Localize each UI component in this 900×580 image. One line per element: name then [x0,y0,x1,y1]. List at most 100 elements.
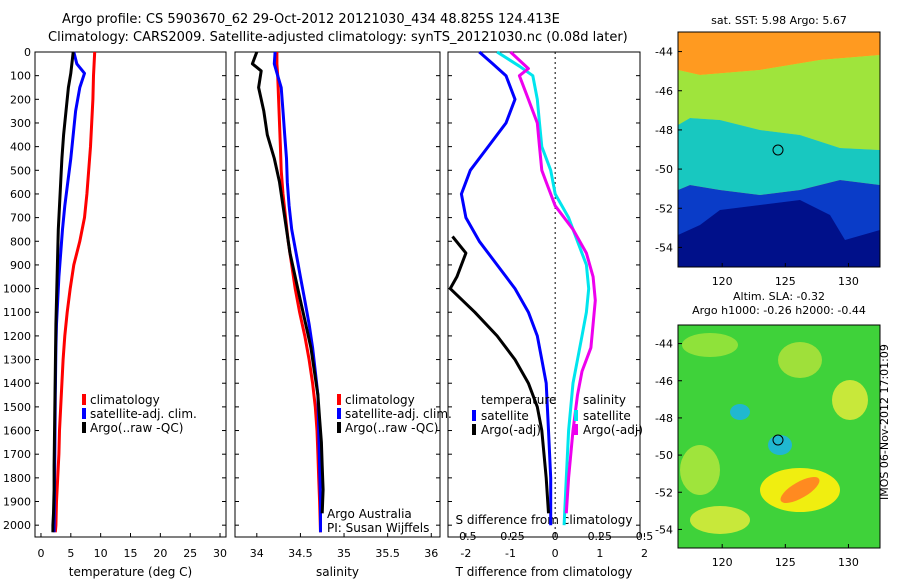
y-tick-label: 1600 [3,425,31,438]
legend-title-temperature: temperature [481,393,556,407]
y-tick-label: 2000 [3,519,31,532]
x-tick-label: 2 [641,547,648,560]
x-tick-label: 35 [337,547,351,560]
series-line-argo-adj- [509,50,597,514]
y-tick-label: 800 [10,235,31,248]
x-axis-label: T difference from climatology [455,565,633,579]
annotation-argo-australia: Argo Australia [327,507,412,521]
x-tick-label: 36 [424,547,438,560]
y-tick-label: 1100 [3,306,31,319]
x-tick-label: -2 [460,547,471,560]
series-line-argo-raw-qc- [51,51,75,533]
legend-label: satellite-adj. clim. [345,407,452,421]
map-y-tick-label: -54 [655,523,673,536]
y-tick-label: 1800 [3,472,31,485]
series-line-argo-adj- [448,235,550,514]
x-tick-label: 0 [37,547,44,560]
x-tick-label: 30 [213,547,227,560]
s-diff-tick-label: 0.5 [636,530,654,543]
legend-label: climatology [345,393,415,407]
legend-swatch [82,408,86,419]
sst-map-title: sat. SST: 5.98 Argo: 5.67 [711,14,847,27]
panel-3-frame [447,51,641,538]
y-tick-label: 1000 [3,283,31,296]
s-diff-tick-label: 0.25 [588,530,613,543]
series-line-climatology [275,52,322,533]
sst-front-region [678,118,880,195]
x-tick-label: 20 [153,547,167,560]
series-line-satellite [496,50,591,526]
x-tick-label: 15 [124,547,138,560]
legend-swatch [574,424,578,435]
y-tick-label: 400 [10,141,31,154]
map-x-tick-label: 130 [838,556,859,569]
y-tick-label: 700 [10,212,31,225]
chart-title-line1: Argo profile: CS 5903670_62 29-Oct-2012 … [62,12,560,27]
map-x-tick-label: 130 [838,275,859,288]
legend-label: Argo(-adj) [583,423,643,437]
map-y-tick-label: -48 [655,124,673,137]
map-y-tick-label: -50 [655,449,673,462]
y-tick-label: 500 [10,164,31,177]
map-y-tick-label: -44 [655,46,673,59]
sla-argo-location-marker [772,434,784,446]
legend-swatch [82,422,86,433]
map-y-tick-label: -44 [655,338,673,351]
legend-swatch [472,410,476,421]
legend-label: Argo(-adj) [481,423,541,437]
map-x-tick-label: 120 [712,556,733,569]
x-tick-label: 34 [250,547,264,560]
map-x-tick-label: 125 [775,556,796,569]
map-y-tick-label: -52 [655,486,673,499]
legend-swatch [337,394,341,405]
x-axis-label: salinity [316,565,359,579]
sla-map-title-line2: Argo h1000: -0.26 h2000: -0.44 [692,304,866,317]
y-tick-label: 200 [10,93,31,106]
s-diff-tick-label: 0 [552,530,559,543]
s-diff-tick-label: -0.5 [455,530,476,543]
sst-argo-location-marker [772,144,784,156]
y-tick-label: 1900 [3,496,31,509]
panel-2-frame [234,51,441,538]
sla-map-frame [677,324,881,549]
sla-map-title-line1: Altim. SLA: -0.32 [733,290,825,303]
x-tick-label: 35.5 [375,547,400,560]
y-tick-label: 900 [10,259,31,272]
map-y-tick-label: -46 [655,375,673,388]
x-axis-label: temperature (deg C) [69,565,192,579]
legend-swatch [574,410,578,421]
x-tick-label: 0 [552,547,559,560]
legend-swatch [337,408,341,419]
annotation-pi: PI: Susan Wijffels [327,521,429,535]
x-tick-label: -1 [505,547,516,560]
series-line-satellite [459,50,553,526]
map-y-tick-label: -46 [655,85,673,98]
y-tick-label: 1300 [3,354,31,367]
map-y-tick-label: -54 [655,241,673,254]
s-diff-tick-label: -0.25 [496,530,524,543]
sst-mid-region [678,55,880,150]
sst-map [677,31,881,268]
sst-warm-region [678,32,880,75]
legend-label: satellite [481,409,529,423]
legend-swatch [337,422,341,433]
x-tick-label: 25 [183,547,197,560]
sla-map [677,324,881,549]
y-tick-label: 1200 [3,330,31,343]
legend-swatch [472,424,476,435]
map-x-tick-label: 120 [712,275,733,288]
x-tick-label: 34.5 [288,547,313,560]
y-tick-label: 300 [10,117,31,130]
sst-coldest-region [678,200,880,267]
chart-title-line2: Climatology: CARS2009. Satellite-adjuste… [48,30,628,45]
x-tick-label: 10 [94,547,108,560]
map-y-tick-label: -50 [655,163,673,176]
legend-label: satellite-adj. clim. [90,407,197,421]
sst-map-frame [677,31,881,268]
y-tick-label: 100 [10,70,31,83]
y-tick-label: 1500 [3,401,31,414]
map-y-tick-label: -48 [655,412,673,425]
legend-label: Argo(..raw -QC) [345,421,438,435]
x-tick-label: 1 [596,547,603,560]
